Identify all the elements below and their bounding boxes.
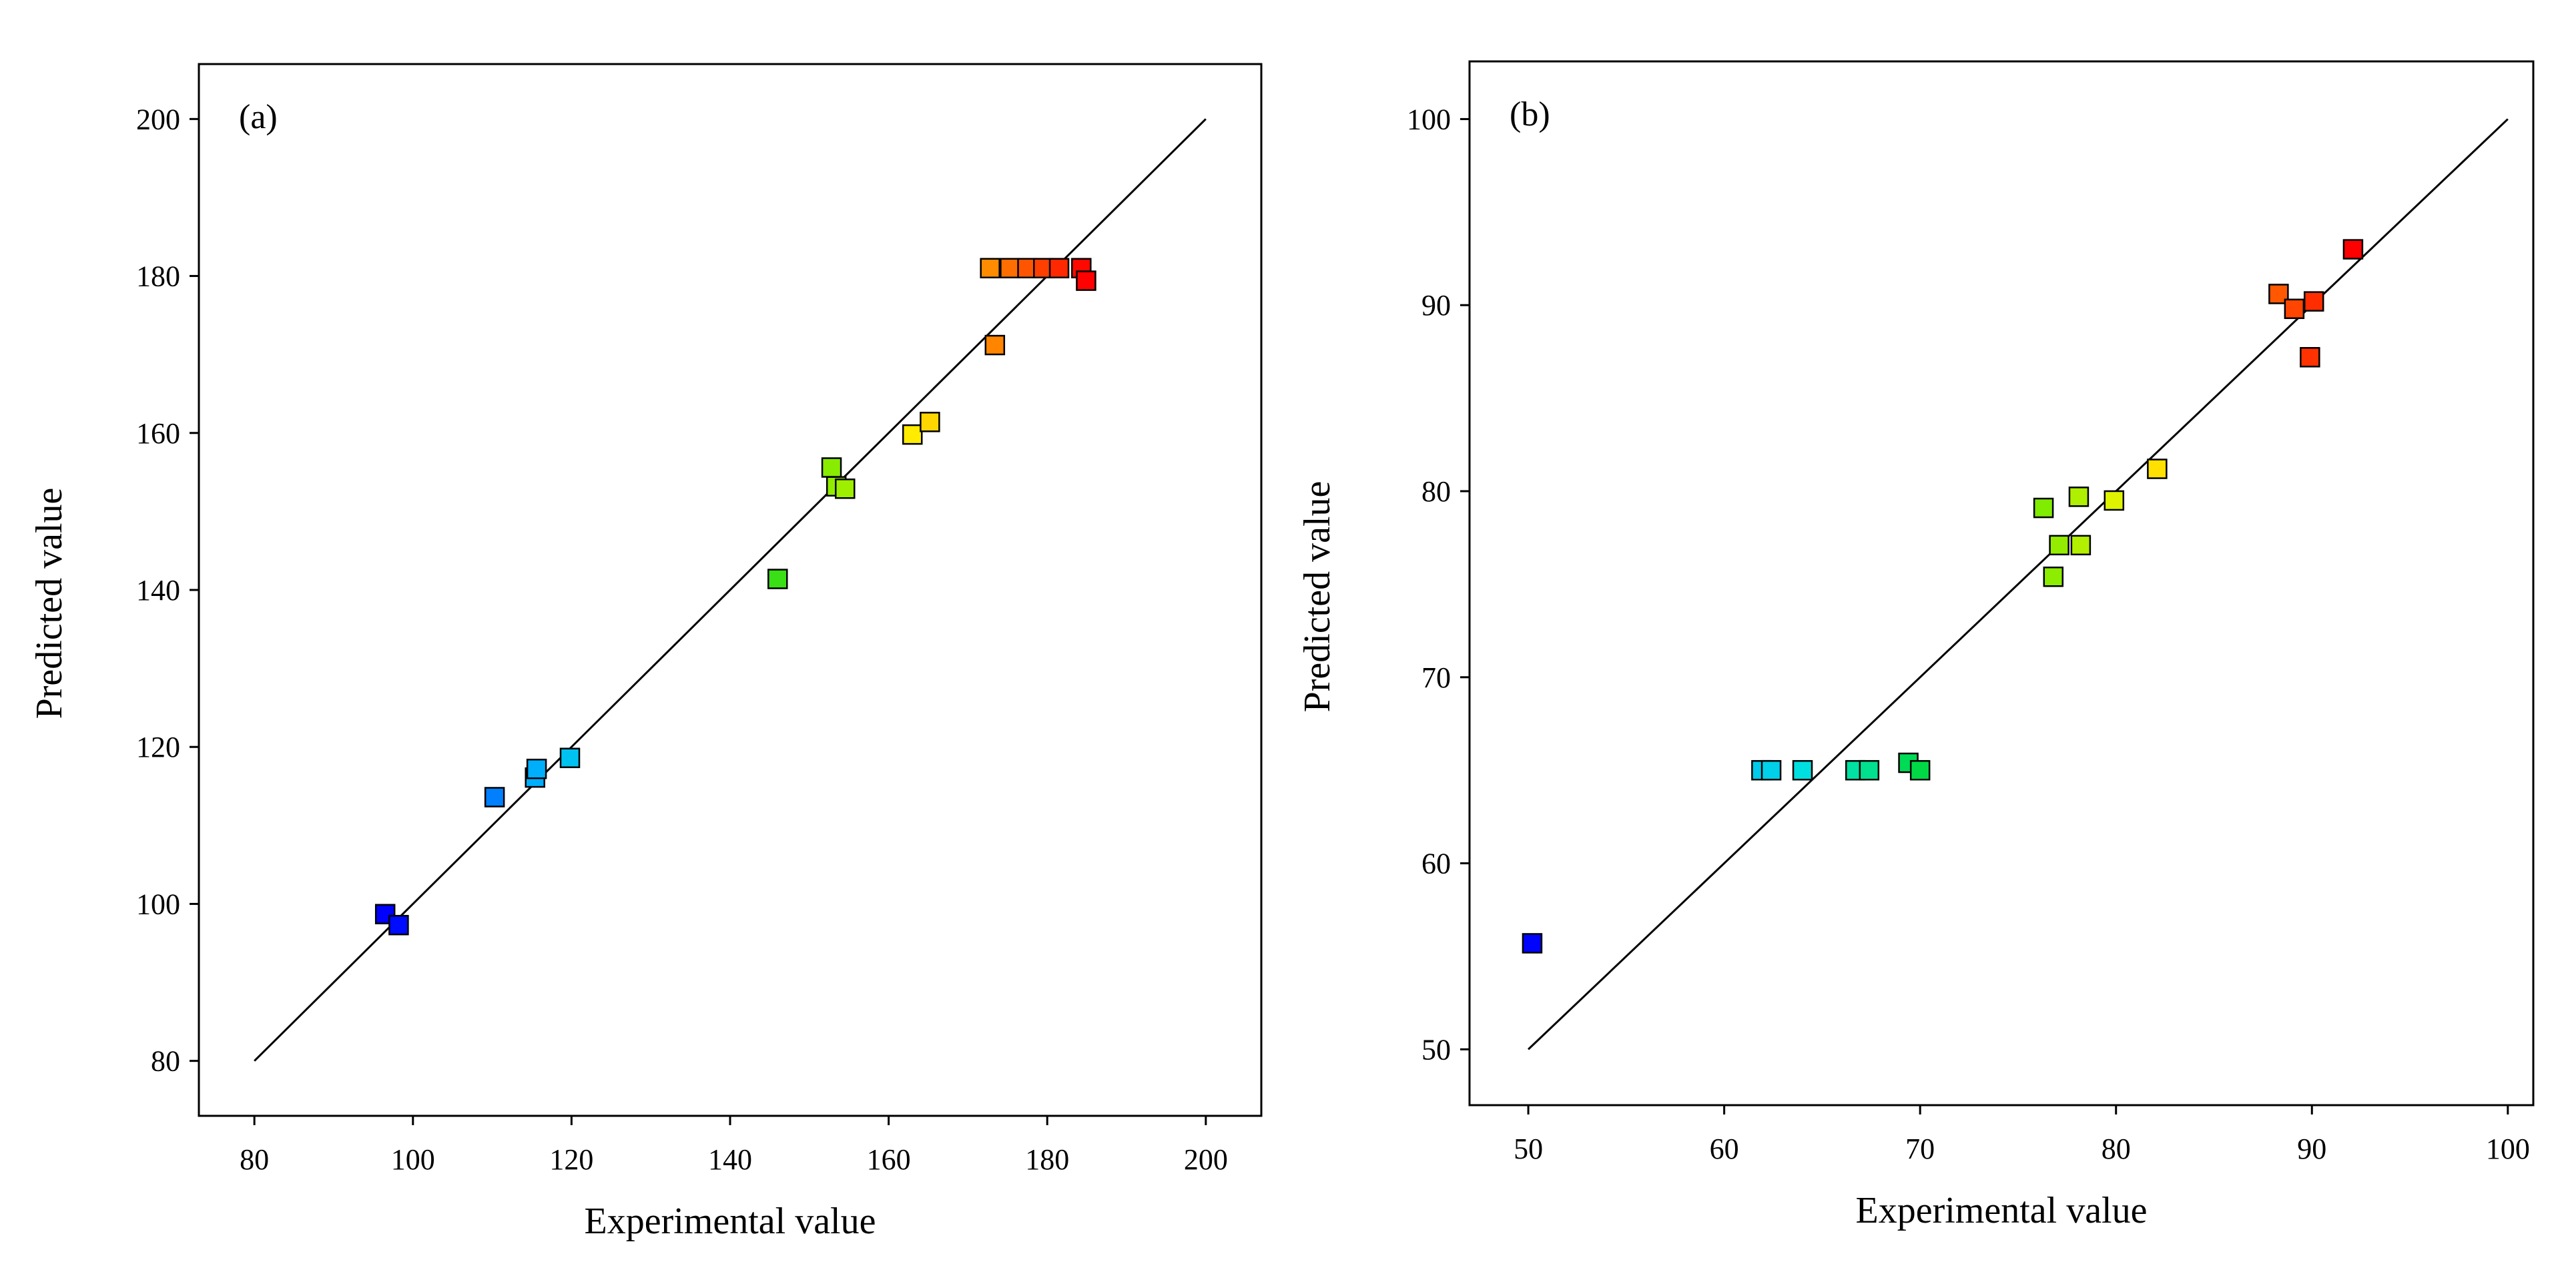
ticks-a: 80 100 120 140 160 180 200 80 100 120 140 160 180 200 <box>136 103 1228 1176</box>
x-tick-label-b-0: 50 <box>1514 1133 1543 1165</box>
points-a <box>374 258 1096 936</box>
data-point-b-7 <box>1909 759 1931 781</box>
data-point-b-2 <box>1760 759 1782 781</box>
x-tick-label-a-1: 100 <box>391 1143 435 1176</box>
y-tick-label-b-4: 90 <box>1421 289 1451 322</box>
x-tick-label-a-3: 140 <box>708 1143 752 1176</box>
y-tick-label-a-5: 180 <box>136 260 180 293</box>
data-point-b-10 <box>2049 535 2069 556</box>
x-tick-label-b-5: 100 <box>2486 1133 2530 1165</box>
data-point-a-12 <box>984 334 1006 356</box>
y-tick-label-a-0: 80 <box>151 1045 180 1078</box>
data-point-b-19 <box>2342 239 2364 260</box>
y-tick-label-b-5: 100 <box>1407 103 1451 135</box>
x-tick-label-a-0: 80 <box>240 1143 269 1176</box>
points-b <box>1522 239 2364 954</box>
x-axis-title-b: Experimental value <box>1856 1190 2148 1231</box>
panel-label-b: (b) <box>1510 95 1550 133</box>
data-point-b-11 <box>2068 487 2089 507</box>
data-point-a-11 <box>920 412 940 432</box>
data-point-b-18 <box>2303 291 2324 312</box>
data-point-a-1 <box>388 914 409 936</box>
data-point-a-4 <box>526 758 547 779</box>
x-tick-label-a-6: 200 <box>1184 1143 1228 1176</box>
panel-label-a: (a) <box>239 98 278 136</box>
data-point-a-10 <box>902 424 923 445</box>
data-point-b-13 <box>2104 490 2125 511</box>
y-tick-label-a-1: 100 <box>136 888 180 920</box>
data-point-b-16 <box>2284 298 2305 320</box>
x-tick-label-a-5: 180 <box>1025 1143 1069 1176</box>
data-point-a-5 <box>559 747 581 768</box>
plot-frame-b <box>1468 60 2535 1106</box>
panel-b: 50 60 70 80 90 100 50 60 70 80 90 100 (b) Experimen… <box>1297 60 2535 1231</box>
data-point-b-3 <box>1792 759 1813 781</box>
data-point-b-8 <box>2033 497 2054 519</box>
y-tick-label-b-2: 70 <box>1421 661 1451 694</box>
ticks-b: 50 60 70 80 90 100 50 60 70 80 90 100 <box>1407 103 2530 1165</box>
data-point-b-12 <box>2070 535 2091 556</box>
x-axis-title-a: Experimental value <box>585 1201 876 1242</box>
reference-line-b <box>1528 118 2509 1050</box>
y-tick-label-a-2: 120 <box>136 731 180 763</box>
data-point-a-2 <box>484 787 505 808</box>
data-point-a-17 <box>1048 258 1070 279</box>
data-point-a-19 <box>1076 270 1096 291</box>
x-tick-label-b-3: 80 <box>2102 1133 2131 1165</box>
data-point-b-9 <box>2043 566 2064 587</box>
data-point-b-0 <box>1522 933 1543 954</box>
data-point-b-5 <box>1859 759 1880 781</box>
data-point-b-14 <box>2147 458 2168 479</box>
y-axis-title-b: Predicted value <box>1297 481 1338 713</box>
x-tick-label-b-2: 70 <box>1905 1133 1935 1165</box>
x-tick-label-b-4: 90 <box>2297 1133 2326 1165</box>
y-tick-label-a-4: 160 <box>136 417 180 450</box>
y-tick-label-a-3: 140 <box>136 574 180 607</box>
data-point-b-17 <box>2300 347 2320 368</box>
y-tick-label-b-0: 50 <box>1421 1033 1451 1066</box>
data-point-a-14 <box>1000 258 1020 279</box>
y-tick-label-b-3: 80 <box>1421 475 1451 508</box>
y-axis-title-a: Predicted value <box>29 488 70 719</box>
panel-a: 80 100 120 140 160 180 200 80 100 120 140 160 180 200… <box>29 63 1263 1242</box>
x-tick-label-b-1: 60 <box>1710 1133 1739 1165</box>
data-point-a-6 <box>767 569 788 589</box>
data-point-a-13 <box>980 258 1000 279</box>
y-tick-label-a-6: 200 <box>136 103 180 135</box>
x-tick-label-a-4: 160 <box>867 1143 911 1176</box>
data-point-a-9 <box>835 479 856 499</box>
x-tick-label-a-2: 120 <box>549 1143 593 1176</box>
y-tick-label-b-1: 60 <box>1421 848 1451 880</box>
data-point-a-7 <box>821 457 842 478</box>
